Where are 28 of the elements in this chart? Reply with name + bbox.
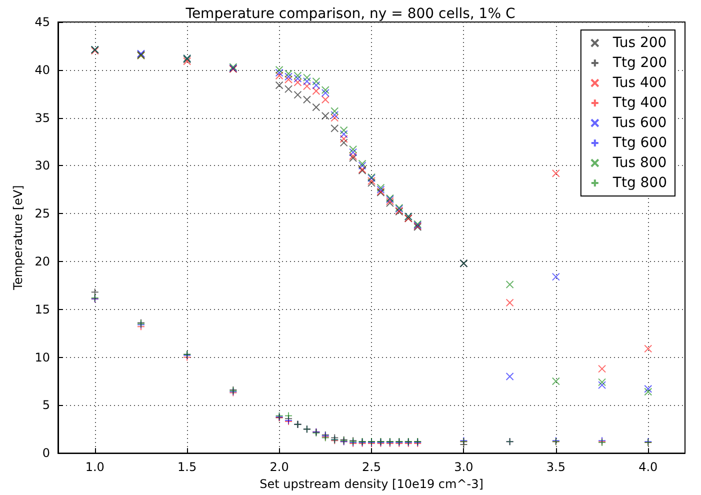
y-axis-title: Temperature [eV] — [10, 185, 25, 291]
chart-title: Temperature comparison, ny = 800 cells, 1% C — [184, 6, 516, 22]
legend-label: Tus 600 — [612, 115, 667, 131]
x-tick-label: 2.5 — [362, 460, 382, 474]
y-tick-label: 10 — [34, 350, 50, 364]
y-tick-label: 15 — [34, 302, 50, 316]
x-tick-label: 4.0 — [638, 460, 658, 474]
y-tick-label: 20 — [34, 254, 50, 268]
x-tick-label: 3.0 — [454, 460, 474, 474]
legend-label: Tus 400 — [612, 75, 667, 91]
y-tick-label: 25 — [34, 206, 50, 221]
x-tick-label: 1.5 — [178, 460, 197, 474]
legend-label: Ttg 800 — [612, 175, 668, 191]
legend-label: Ttg 600 — [612, 135, 668, 151]
x-tick-label: 3.5 — [546, 460, 566, 474]
legend-label: Ttg 400 — [612, 95, 668, 111]
y-tick-label: 35 — [34, 110, 50, 125]
legend-label: Tus 200 — [612, 35, 667, 51]
y-tick-label: 45 — [34, 15, 50, 29]
x-axis-title: Set upstream density [10e19 cm^-3] — [260, 477, 484, 491]
x-tick-label: 2.0 — [270, 460, 289, 474]
y-tick-label: 40 — [34, 62, 50, 77]
legend-label: Ttg 200 — [612, 55, 668, 71]
y-tick-label: 5 — [42, 398, 50, 412]
x-tick-label: 1.0 — [85, 460, 104, 474]
y-tick-label: 0 — [42, 446, 50, 460]
legend-label: Tus 800 — [612, 155, 667, 171]
y-tick-label: 30 — [34, 158, 50, 173]
